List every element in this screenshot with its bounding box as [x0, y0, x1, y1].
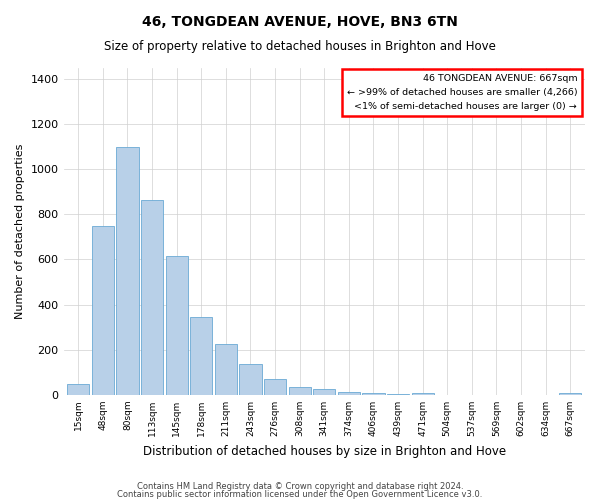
Y-axis label: Number of detached properties: Number of detached properties — [15, 144, 25, 319]
Bar — [412, 392, 434, 395]
Text: 46 TONGDEAN AVENUE: 667sqm
← >99% of detached houses are smaller (4,266)
<1% of : 46 TONGDEAN AVENUE: 667sqm ← >99% of det… — [347, 74, 577, 111]
Text: Contains HM Land Registry data © Crown copyright and database right 2024.: Contains HM Land Registry data © Crown c… — [137, 482, 463, 491]
Bar — [190, 317, 212, 395]
Text: Size of property relative to detached houses in Brighton and Hove: Size of property relative to detached ho… — [104, 40, 496, 53]
Bar — [67, 384, 89, 395]
Bar — [338, 392, 360, 395]
Bar — [387, 394, 409, 395]
Bar — [559, 392, 581, 395]
Text: Contains public sector information licensed under the Open Government Licence v3: Contains public sector information licen… — [118, 490, 482, 499]
Bar — [92, 226, 114, 395]
Bar — [141, 200, 163, 395]
Bar — [116, 146, 139, 395]
Text: 46, TONGDEAN AVENUE, HOVE, BN3 6TN: 46, TONGDEAN AVENUE, HOVE, BN3 6TN — [142, 15, 458, 29]
Bar — [264, 379, 286, 395]
Bar — [239, 364, 262, 395]
Bar — [215, 344, 237, 395]
Bar — [313, 390, 335, 395]
Bar — [166, 256, 188, 395]
Bar — [362, 392, 385, 395]
Bar — [289, 387, 311, 395]
X-axis label: Distribution of detached houses by size in Brighton and Hove: Distribution of detached houses by size … — [143, 444, 506, 458]
